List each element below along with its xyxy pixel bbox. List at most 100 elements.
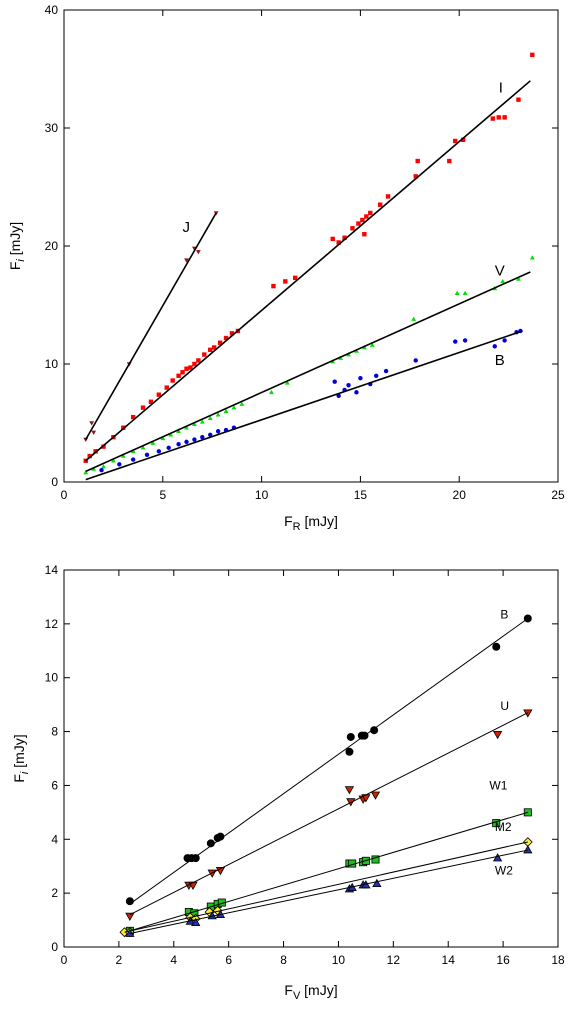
y-tick-label: 10	[45, 357, 59, 371]
series-label: M2	[495, 820, 512, 834]
data-point	[346, 383, 351, 388]
data-point	[192, 361, 197, 367]
data-point	[191, 854, 200, 863]
y-tick-label: 4	[51, 832, 58, 846]
data-point	[192, 437, 197, 442]
x-tick-label: 14	[442, 953, 456, 967]
fit-line-m2	[124, 841, 528, 933]
data-point	[283, 279, 288, 284]
data-point	[523, 808, 532, 817]
data-point	[180, 370, 185, 375]
data-point	[144, 452, 150, 458]
series-label: W2	[495, 863, 513, 877]
data-point	[523, 845, 533, 854]
data-point	[492, 853, 503, 862]
data-point	[83, 470, 89, 475]
data-point	[215, 866, 226, 876]
series-label: I	[499, 80, 503, 97]
data-point	[370, 726, 379, 735]
data-point	[196, 358, 201, 363]
data-point	[362, 232, 367, 237]
data-point	[490, 116, 495, 121]
data-point	[87, 453, 92, 459]
data-point	[358, 375, 363, 381]
series-label: V	[495, 263, 505, 280]
data-point	[223, 408, 229, 413]
data-point	[292, 275, 298, 281]
data-point	[332, 379, 337, 384]
bottom-chart: 0 2 4 6 8 10 12 14 16 18 0 2 4 6 8 10 12 14 FV [mJy] Fi [mJ…	[11, 563, 565, 1002]
data-point	[208, 347, 213, 353]
y-tick-label: 8	[51, 725, 58, 739]
data-point	[156, 449, 162, 454]
data-point	[454, 290, 460, 295]
data-point	[350, 226, 355, 231]
data-point	[413, 174, 418, 179]
y-tick-label: 12	[45, 617, 59, 631]
fit-line-i	[85, 80, 531, 462]
x-tick-label: 4	[170, 953, 177, 967]
fit-line-w1	[129, 811, 528, 932]
x-tick-label: 5	[159, 488, 166, 502]
data-point	[150, 440, 156, 445]
data-point	[101, 464, 106, 469]
data-point	[200, 434, 205, 440]
data-point	[385, 194, 391, 199]
data-point	[516, 97, 521, 102]
data-point	[368, 210, 373, 216]
fit-line-w2	[129, 849, 528, 935]
x-axis-label: FV [mJy]	[284, 982, 337, 1002]
data-point	[346, 732, 355, 741]
x-tick-label: 0	[61, 488, 68, 502]
data-point	[336, 240, 341, 245]
y-tick-label: 0	[51, 475, 58, 489]
data-point	[231, 405, 237, 410]
data-point	[492, 642, 501, 651]
data-point	[184, 439, 189, 445]
data-point	[447, 158, 452, 164]
data-point	[170, 378, 175, 383]
data-point	[492, 730, 503, 740]
data-point	[156, 392, 162, 397]
series-b	[99, 328, 523, 473]
x-tick-label: 20	[453, 488, 467, 502]
x-axis-label: FR [mJy]	[284, 513, 338, 533]
fit-line-b	[85, 330, 523, 481]
data-point	[364, 214, 369, 219]
data-point	[215, 429, 221, 434]
data-point	[413, 358, 418, 363]
data-point	[89, 421, 95, 426]
data-point	[184, 425, 189, 430]
data-point	[269, 389, 274, 395]
data-point	[166, 445, 171, 450]
data-point	[374, 373, 379, 378]
x-tick-label: 8	[280, 953, 287, 967]
data-point	[140, 445, 146, 450]
data-point	[176, 442, 181, 447]
series-label: J	[183, 219, 191, 236]
data-point	[184, 366, 189, 371]
data-point	[91, 430, 97, 435]
top-chart: 0 5 10 15 20 25 0 10 20 30 40 FR [mJy] Fi [mJy] J I V B	[7, 3, 565, 533]
data-point	[383, 368, 389, 374]
data-point	[217, 340, 223, 345]
data-point	[223, 335, 229, 341]
data-point	[354, 390, 359, 395]
data-point	[372, 878, 382, 887]
data-point	[271, 283, 276, 289]
data-point	[523, 709, 533, 718]
data-point	[229, 331, 235, 336]
series-label: U	[500, 699, 509, 713]
data-point	[215, 412, 221, 417]
data-point	[502, 115, 507, 120]
data-point	[110, 458, 116, 463]
plot-frame	[63, 9, 559, 483]
data-point	[284, 380, 290, 385]
data-point	[208, 432, 213, 437]
data-point	[492, 344, 497, 349]
data-point	[176, 428, 182, 434]
x-tick-label: 12	[387, 953, 401, 967]
series-i	[83, 52, 535, 463]
plot-frame	[63, 569, 559, 948]
series-label: B	[495, 352, 505, 369]
